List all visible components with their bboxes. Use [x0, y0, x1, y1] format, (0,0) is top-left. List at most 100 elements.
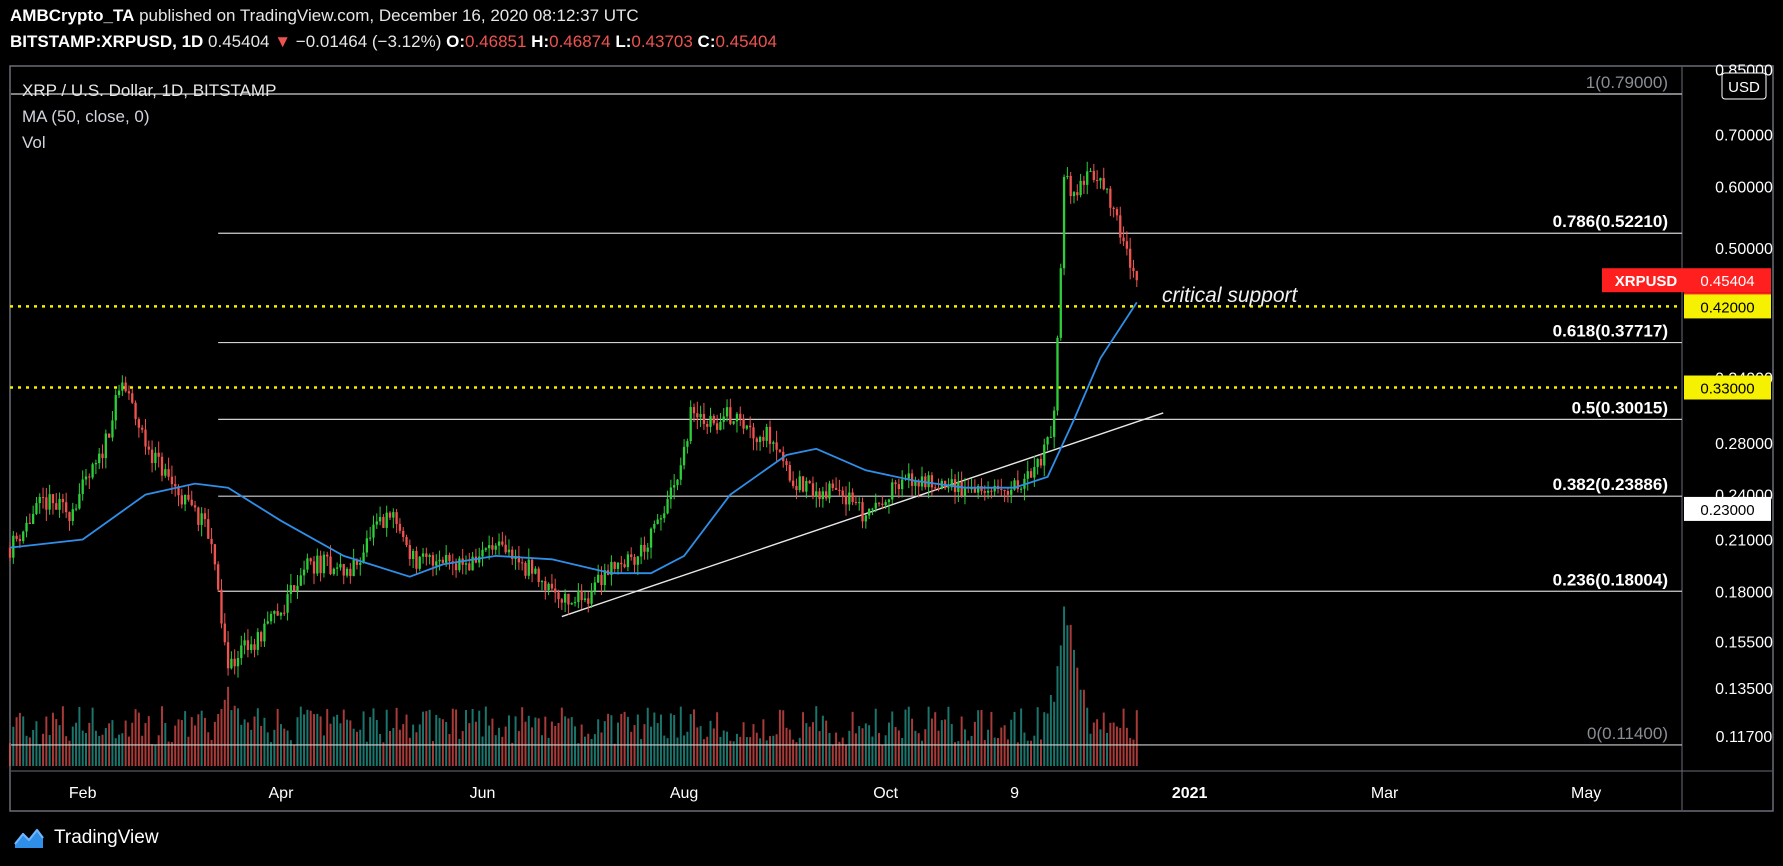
- legend-ma[interactable]: MA (50, close, 0): [22, 107, 150, 126]
- candle-body: [808, 480, 811, 484]
- candle-body: [203, 513, 207, 520]
- candle-body: [785, 461, 788, 466]
- candle-body: [775, 442, 778, 450]
- legend-title[interactable]: XRP / U.S. Dollar, 1D, BITSTAMP: [22, 81, 276, 100]
- volume-bar: [207, 732, 210, 766]
- volume-bar: [993, 737, 996, 766]
- volume-bar: [788, 729, 791, 766]
- candle-body: [603, 570, 606, 586]
- volume-bar: [167, 741, 170, 766]
- fib-level-label: 0.382(0.23886): [1553, 475, 1668, 494]
- candle-body: [990, 490, 993, 492]
- volume-bar: [947, 706, 950, 766]
- author-name[interactable]: AMBCrypto_TA: [10, 6, 135, 25]
- candle-body: [283, 612, 286, 614]
- volume-bar: [455, 709, 458, 766]
- volume-bar: [398, 729, 401, 766]
- volume-bar: [372, 708, 375, 766]
- volume-bar: [369, 717, 372, 766]
- candle-body: [1095, 180, 1099, 182]
- volume-bar: [213, 721, 216, 766]
- price-tick-label: 0.50000: [1715, 241, 1773, 258]
- candle-body: [398, 523, 402, 531]
- volume-bar: [792, 739, 795, 766]
- volume-bar: [474, 721, 477, 766]
- volume-bar: [650, 726, 653, 766]
- candle-body: [692, 407, 696, 414]
- candle-body: [583, 598, 587, 601]
- volume-bar: [745, 737, 748, 766]
- candle-body: [986, 490, 990, 493]
- candle-body: [193, 505, 197, 508]
- volume-bar: [699, 726, 702, 766]
- candle-body: [15, 535, 18, 539]
- volume-bar: [1013, 711, 1016, 766]
- candle-body: [81, 479, 84, 494]
- volume-bar: [729, 740, 732, 766]
- volume-bar: [322, 735, 325, 766]
- volume-bar: [12, 726, 15, 766]
- volume-bar: [765, 740, 768, 766]
- candle-body: [828, 483, 831, 499]
- candle-body: [1049, 436, 1053, 438]
- volume-bar: [22, 716, 25, 766]
- volume-bar: [441, 719, 444, 766]
- volume-bar: [504, 726, 507, 766]
- candle-body: [983, 491, 986, 493]
- time-axis[interactable]: Feb Apr Jun Aug Oct 9 2021 Mar May: [69, 785, 1601, 802]
- candle-body: [289, 585, 293, 595]
- candle-body: [385, 512, 388, 528]
- volume-bar: [560, 707, 563, 766]
- volume-bar: [438, 717, 441, 766]
- candle-body: [471, 556, 474, 571]
- candle-body: [411, 550, 415, 560]
- candle-body: [468, 563, 471, 571]
- volume-bar: [1079, 689, 1082, 766]
- time-tick-label: Mar: [1371, 785, 1399, 802]
- candle-body: [544, 581, 547, 590]
- candle-body: [765, 426, 768, 441]
- volume-bar: [276, 708, 279, 766]
- volume-bar: [187, 736, 190, 766]
- volume-bar: [719, 736, 722, 766]
- candle-body: [104, 433, 107, 459]
- volume-bar: [901, 738, 904, 766]
- volume-bar: [237, 708, 239, 766]
- candle-body: [590, 590, 593, 604]
- candle-body: [293, 585, 296, 591]
- candle-body: [1046, 437, 1049, 445]
- candle-body: [914, 480, 917, 486]
- volume-bar: [659, 714, 662, 766]
- volume-bar: [706, 736, 709, 766]
- chart-frame: [9, 65, 1774, 812]
- volume-bar: [1056, 666, 1059, 766]
- tradingview-footer[interactable]: TradingView: [12, 826, 159, 850]
- last-price: 0.45404: [208, 32, 270, 51]
- volume-bar: [854, 733, 857, 766]
- candle-body: [639, 544, 643, 557]
- candle-body: [316, 555, 319, 574]
- volume-bar: [332, 716, 335, 766]
- close-value: 0.45404: [715, 32, 777, 51]
- candle-body: [1129, 248, 1132, 268]
- candle-body: [1092, 170, 1095, 181]
- price-axis[interactable]: 0.850000.700000.600000.500000.340000.280…: [1715, 62, 1773, 746]
- volume-bar: [570, 717, 573, 766]
- volume-bar: [755, 732, 758, 766]
- candle-body: [742, 418, 745, 429]
- legend-vol[interactable]: Vol: [22, 133, 46, 152]
- candle-body: [656, 519, 659, 524]
- candle-body: [319, 555, 322, 574]
- candle-body: [527, 559, 530, 576]
- volume-bar: [151, 744, 154, 766]
- candle-body: [587, 598, 590, 604]
- volume-bar: [217, 713, 220, 766]
- time-tick-label: Jun: [470, 785, 496, 802]
- candle-body: [1043, 444, 1046, 466]
- volume-bar: [871, 736, 874, 766]
- fib-level-label: 0(0.11400): [1587, 724, 1668, 743]
- candle-body: [200, 513, 203, 525]
- candle-body: [246, 640, 250, 650]
- volume-bar: [709, 720, 712, 766]
